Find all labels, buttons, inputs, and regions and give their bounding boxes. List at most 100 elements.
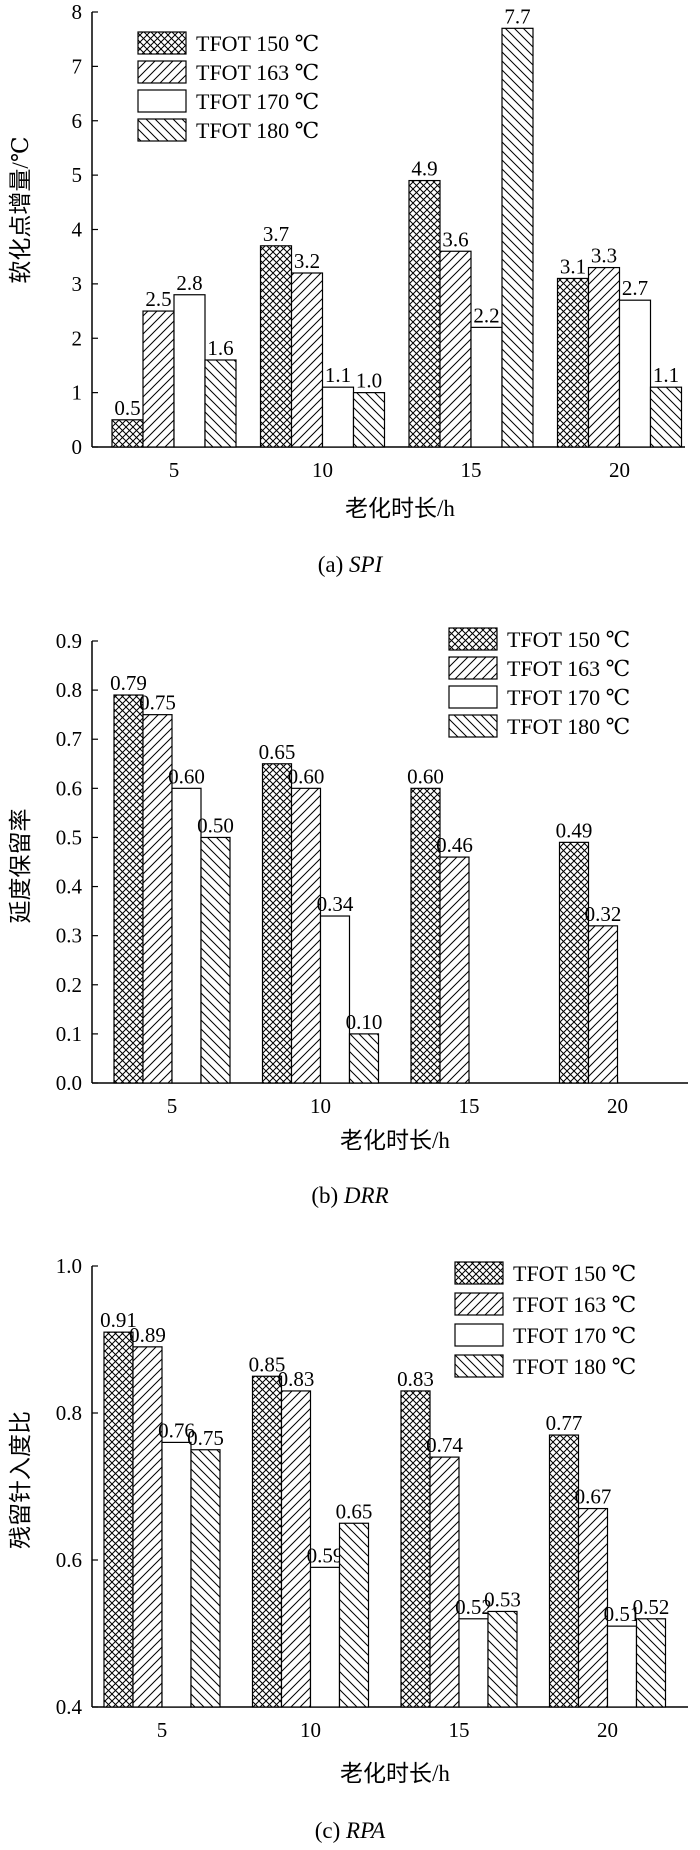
- data-label: 4.9: [411, 157, 437, 181]
- legend-label: TFOT 170 ℃: [196, 89, 319, 114]
- bar: [113, 694, 144, 1084]
- data-label: 0.53: [484, 1587, 521, 1611]
- data-label: 0.50: [197, 813, 234, 837]
- data-label: 1.1: [653, 363, 679, 387]
- y-tick-label: 0.7: [56, 727, 82, 751]
- x-tick-label: 10: [310, 1094, 331, 1118]
- panel-caption: (a) SPI: [318, 552, 384, 577]
- y-tick-label: 0.5: [56, 825, 82, 849]
- bar: [280, 1390, 312, 1708]
- bar: [111, 419, 144, 448]
- y-tick-label: 0.6: [56, 1548, 82, 1572]
- bar: [204, 359, 237, 448]
- y-tick-label: 4: [72, 218, 83, 242]
- x-axis-label: 老化时长/h: [340, 1128, 450, 1153]
- legend-label: TFOT 150 ℃: [507, 627, 630, 652]
- legend-swatch: [448, 714, 498, 738]
- panel-caption: (c) RPA: [315, 1818, 386, 1843]
- bar: [319, 915, 351, 1084]
- y-tick-label: 0.8: [56, 1401, 82, 1425]
- bar: [161, 1441, 192, 1708]
- bar: [200, 836, 231, 1084]
- legend-label: TFOT 180 ℃: [196, 118, 319, 143]
- data-label: 0.10: [346, 1010, 383, 1034]
- bar: [548, 1434, 580, 1708]
- y-tick-label: 0.9: [56, 629, 82, 653]
- data-label: 1.0: [356, 369, 382, 393]
- legend-swatch: [454, 1354, 504, 1378]
- bar: [338, 1522, 370, 1708]
- bar: [259, 245, 293, 448]
- bar: [348, 1033, 380, 1084]
- y-tick-label: 8: [72, 0, 83, 24]
- bar: [587, 266, 621, 448]
- bar: [142, 310, 175, 448]
- bar: [171, 787, 202, 1084]
- x-tick-label: 15: [459, 1094, 480, 1118]
- legend-label: TFOT 150 ℃: [196, 31, 319, 56]
- bar: [429, 1456, 460, 1708]
- y-tick-label: 6: [72, 109, 83, 133]
- y-tick-label: 0.1: [56, 1022, 82, 1046]
- data-label: 0.89: [129, 1323, 166, 1347]
- legend-label: TFOT 180 ℃: [507, 714, 630, 739]
- data-label: 0.75: [187, 1426, 224, 1450]
- bar: [132, 1346, 163, 1708]
- x-tick-label: 10: [300, 1718, 321, 1742]
- legend-swatch: [454, 1323, 504, 1347]
- x-tick-label: 10: [312, 458, 333, 482]
- legend-label: TFOT 170 ℃: [513, 1323, 636, 1348]
- bar: [618, 299, 652, 448]
- data-label: 0.46: [436, 833, 473, 857]
- bar: [321, 386, 355, 448]
- bar: [352, 392, 386, 448]
- x-tick-label: 15: [461, 458, 482, 482]
- y-tick-label: 1: [72, 381, 83, 405]
- legend-swatch: [137, 118, 187, 142]
- data-label: 0.52: [633, 1595, 670, 1619]
- bar: [501, 27, 534, 448]
- data-label: 1.6: [207, 336, 233, 360]
- data-label: 0.49: [556, 818, 593, 842]
- bar: [439, 856, 470, 1084]
- y-tick-label: 5: [72, 163, 83, 187]
- bar: [290, 787, 322, 1084]
- data-label: 0.51: [604, 1602, 641, 1626]
- y-axis-label: 延度保留率: [8, 809, 33, 924]
- data-label: 0.77: [546, 1411, 583, 1435]
- data-label: 0.74: [426, 1433, 463, 1457]
- y-tick-label: 7: [72, 54, 83, 78]
- y-axis-label: 残留针入度比: [8, 1411, 33, 1549]
- bar: [410, 787, 441, 1084]
- legend: TFOT 150 ℃ TFOT 163 ℃ TFOT 170 ℃ TFOT 180 ℃: [137, 31, 319, 143]
- y-axis-label: 软化点增量/℃: [8, 136, 33, 283]
- chart-panel-rpa: 残留针入度比 老化时长/h (c) RPA 0.4 0.6 0.8 1.0 5 10 15 2…: [8, 1254, 688, 1843]
- data-label: 0.5: [114, 396, 140, 420]
- chart-panel-spi: 软化点增量/℃ 老化时长/h (a) SPI 0 1 2 3 4 5 6 7 8 5 10 15 20 0…: [8, 0, 685, 577]
- y-tick-label: 0.6: [56, 776, 82, 800]
- bar: [606, 1625, 638, 1708]
- legend: TFOT 150 ℃ TFOT 163 ℃ TFOT 170 ℃ TFOT 180 ℃: [448, 627, 630, 739]
- x-axis-label: 老化时长/h: [340, 1761, 450, 1786]
- bar: [558, 841, 590, 1084]
- bar: [458, 1618, 489, 1708]
- legend-swatch: [454, 1261, 504, 1285]
- bar: [577, 1507, 609, 1708]
- legend: TFOT 150 ℃ TFOT 163 ℃ TFOT 170 ℃ TFOT 180 ℃: [454, 1261, 636, 1379]
- data-label: 7.7: [504, 4, 530, 28]
- data-label: 0.83: [278, 1367, 315, 1391]
- data-label: 0.67: [575, 1485, 612, 1509]
- bar: [290, 272, 324, 448]
- bar: [173, 294, 206, 448]
- x-tick-label: 5: [169, 458, 180, 482]
- legend-swatch: [137, 31, 187, 55]
- y-tick-label: 0.8: [56, 678, 82, 702]
- bar: [251, 1375, 283, 1708]
- data-label: 0.75: [139, 691, 176, 715]
- legend-swatch: [448, 656, 498, 680]
- bar: [261, 763, 293, 1084]
- data-label: 2.2: [473, 303, 499, 327]
- legend-label: TFOT 150 ℃: [513, 1261, 636, 1286]
- bar: [439, 250, 472, 448]
